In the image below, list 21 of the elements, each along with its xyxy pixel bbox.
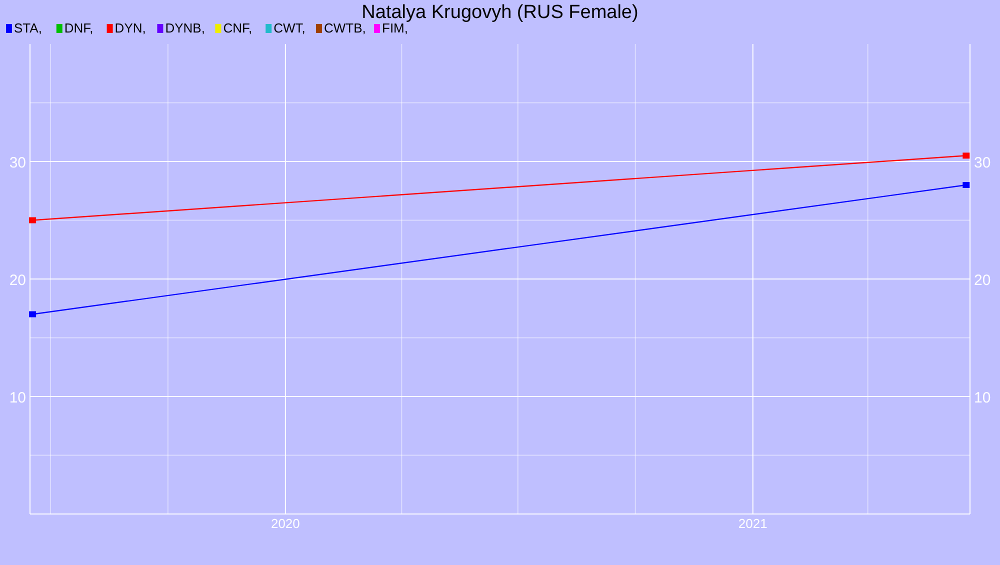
y-tick-label: 30 xyxy=(9,154,26,172)
legend-label: CWTB, xyxy=(324,20,366,36)
y-tick-label: 20 xyxy=(9,272,26,289)
point xyxy=(29,217,36,224)
x-tick-label: 2020 xyxy=(270,516,300,531)
legend-label: DYNB, xyxy=(165,20,205,36)
legend-label: CNF, xyxy=(223,20,252,36)
y2-tick-label: 20 xyxy=(974,272,991,289)
legend-label: STA, xyxy=(14,20,42,36)
point xyxy=(962,152,970,159)
point xyxy=(962,182,970,188)
legend-label: DYN, xyxy=(114,20,146,36)
y2-tick-label: 10 xyxy=(974,390,991,406)
chart-title: Natalya Krugovyh (RUS Female) xyxy=(362,2,638,23)
point xyxy=(29,311,36,318)
legend-label: DNF, xyxy=(64,20,94,36)
y2-tick-label: 30 xyxy=(974,154,991,172)
x-tick-label: 2021 xyxy=(738,516,768,531)
legend-label: CWT, xyxy=(274,20,306,36)
y-tick-label: 10 xyxy=(9,390,26,406)
legend-label: FIM, xyxy=(382,20,408,36)
